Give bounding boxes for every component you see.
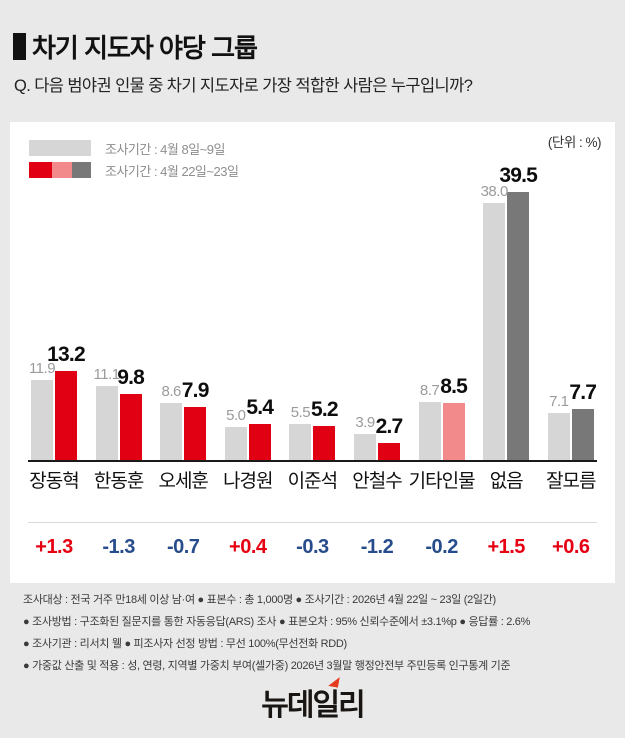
category-label-한동훈: 한동훈	[93, 471, 144, 492]
value-label-prev-오세훈: 8.6	[161, 382, 182, 400]
change-value-잘모름: +0.6	[552, 536, 590, 558]
change-value-이준석: -0.3	[296, 536, 329, 558]
category-label-안철수: 안철수	[352, 471, 402, 492]
change-value-한동훈: -1.3	[102, 536, 135, 558]
newdaily-logo: 뉴데일리	[0, 680, 625, 724]
change-value-오세훈: -0.7	[166, 536, 200, 558]
legend-swatch-april8	[29, 140, 91, 156]
bar-curr-이준석	[313, 425, 336, 461]
unit-label: (단위 : %)	[547, 135, 602, 150]
category-label-장동혁: 장동혁	[29, 471, 79, 492]
footer-line: ● 조사방법 : 구조화된 질문지를 통한 자동응답(ARS) 조사 ● 표본오…	[23, 616, 531, 628]
change-value-안철수: -1.2	[360, 536, 394, 558]
bar-prev-나경원	[224, 427, 247, 461]
value-label-curr-한동훈: 9.8	[117, 366, 145, 390]
bar-prev-이준석	[289, 423, 312, 461]
legend-label-april8: 조사기간 : 4월 8일~9일	[105, 141, 225, 157]
value-label-prev-나경원: 5.0	[226, 407, 246, 424]
value-label-curr-기타인물: 8.5	[440, 375, 468, 399]
x-axis-line	[28, 460, 597, 462]
value-label-prev-한동훈: 11.1	[93, 365, 121, 383]
category-label-기타인물: 기타인물	[408, 471, 476, 492]
bar-prev-잘모름	[547, 412, 570, 461]
legend-label-april22: 조사기간 : 4월 22일~23일	[105, 163, 239, 179]
category-label-잘모름: 잘모름	[546, 471, 596, 492]
chart-legend: 조사기간 : 4월 8일~9일 조사기간 : 4월 22일~23일	[29, 140, 239, 184]
category-label-없음: 없음	[489, 471, 524, 492]
change-value-장동혁: +1.3	[35, 536, 73, 558]
footer-line: ● 조사기관 : 리서치 웰 ● 피조사자 선정 방법 : 무선 100%(무선…	[23, 638, 347, 650]
bar-prev-장동혁	[31, 380, 53, 461]
newdaily-logo-text: 뉴데일리	[261, 680, 366, 724]
changes-separator-line	[28, 522, 597, 523]
value-label-prev-이준석: 5.5	[290, 403, 311, 421]
bar-curr-장동혁	[55, 371, 77, 461]
value-label-prev-잘모름: 7.1	[549, 392, 569, 410]
bar-curr-오세훈	[184, 407, 207, 461]
value-label-curr-잘모름: 7.7	[569, 380, 597, 404]
change-value-기타인물: -0.2	[425, 536, 458, 558]
value-label-curr-이준석: 5.2	[310, 397, 339, 421]
bar-prev-오세훈	[160, 402, 183, 461]
legend-row-april8: 조사기간 : 4월 8일~9일	[29, 140, 238, 157]
category-label-이준석: 이준석	[287, 471, 338, 492]
bar-prev-기타인물	[418, 401, 441, 461]
logo-red-accent-icon	[328, 675, 340, 688]
category-label-나경원: 나경원	[223, 471, 273, 492]
chart-card: (단위 : %) 조사기간 : 4월 8일~9일 조사기간 : 4월 22일~2…	[10, 122, 615, 583]
title-marker	[13, 33, 26, 60]
category-label-오세훈: 오세훈	[158, 471, 208, 492]
bar-curr-잘모름	[571, 408, 594, 461]
footer-line: 조사대상 : 전국 거주 만18세 이상 남·여 ● 표본수 : 총 1,000…	[23, 594, 496, 606]
legend-row-april22: 조사기간 : 4월 22일~23일	[29, 162, 239, 179]
value-label-prev-기타인물: 8.7	[419, 381, 440, 399]
red-swatch-segment	[29, 162, 52, 178]
bar-curr-없음	[507, 192, 530, 461]
darkgray-swatch-segment	[72, 162, 91, 178]
change-value-없음: +1.5	[487, 536, 525, 558]
page-title-row: 차기 지도자 야당 그룹	[13, 28, 258, 65]
value-label-prev-안철수: 3.9	[355, 414, 375, 432]
bar-prev-없음	[483, 202, 506, 461]
value-label-curr-안철수: 2.7	[375, 414, 404, 438]
footer-line: ● 가중값 산출 및 적용 : 성, 연령, 지역별 가중치 부여(셀가중) 2…	[23, 660, 511, 672]
value-label-prev-없음: 38.0	[480, 182, 509, 200]
page-title: 차기 지도자 야당 그룹	[32, 33, 258, 63]
bar-prev-안철수	[354, 434, 376, 461]
bar-curr-나경원	[248, 424, 271, 461]
value-label-curr-오세훈: 7.9	[181, 379, 210, 403]
legend-swatch-april22	[29, 162, 91, 178]
bar-prev-한동훈	[95, 385, 118, 461]
change-value-나경원: +0.4	[229, 536, 267, 558]
value-label-prev-장동혁: 11.9	[28, 360, 56, 378]
bar-curr-한동훈	[119, 394, 142, 461]
value-label-curr-나경원: 5.4	[246, 396, 274, 420]
bar-curr-기타인물	[442, 403, 465, 461]
value-label-curr-없음: 39.5	[499, 164, 538, 188]
bar-curr-안철수	[378, 442, 400, 461]
bar-chart: 11.9 13.2 11.1 9.8 8.6 7.9 5.0 5.4 5.5 5.2 3.9 2.7 8…	[10, 122, 615, 461]
pink-swatch-segment	[52, 162, 72, 178]
survey-methodology-footer: 조사대상 : 전국 거주 만18세 이상 남·여 ● 표본수 : 총 1,000…	[23, 589, 605, 677]
gray-swatch-segment	[29, 140, 91, 156]
value-label-curr-장동혁: 13.2	[47, 343, 85, 367]
survey-question: Q. 다음 범야권 인물 중 차기 지도자로 가장 적합한 사람은 누구입니까?	[14, 77, 473, 95]
